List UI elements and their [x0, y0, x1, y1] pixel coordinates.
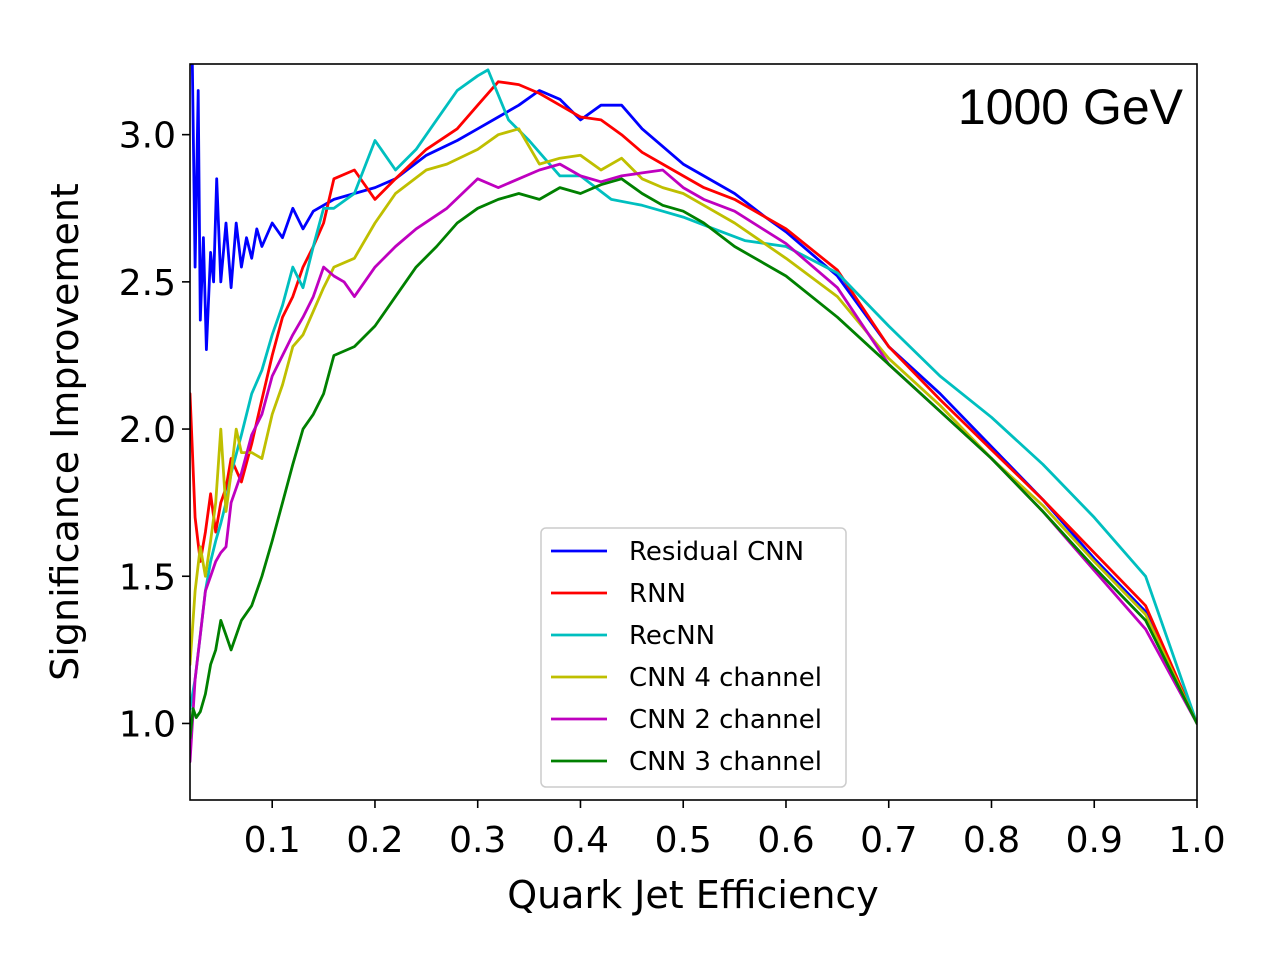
legend-label-cnn-2-channel: CNN 2 channel: [629, 705, 822, 735]
y-tick-label: 3.0: [119, 116, 176, 157]
legend-label-cnn-4-channel: CNN 4 channel: [629, 663, 822, 693]
x-tick-label: 1.0: [1168, 820, 1225, 861]
x-tick-label: 0.2: [346, 820, 403, 861]
legend-box: [540, 527, 847, 788]
x-tick-label: 0.1: [244, 820, 301, 861]
x-tick-label: 0.9: [1066, 820, 1123, 861]
legend-label-residual-cnn: Residual CNN: [629, 537, 804, 567]
series-line-cnn-2-channel: [190, 162, 1197, 764]
x-tick-label: 0.7: [860, 820, 917, 861]
axes-frame: [189, 63, 1198, 801]
x-axis: 0.1 0.2 0.3 0.4 0.5 0.6 0.7 0.8 0.9 1.0: [244, 800, 1226, 861]
x-tick-label: 0.5: [655, 820, 712, 861]
energy-annotation: 1000 GeV: [958, 79, 1184, 135]
x-axis-label: Quark Jet Efficiency: [507, 873, 879, 917]
legend-label-cnn-3-channel: CNN 3 channel: [629, 747, 822, 777]
x-tick-label: 0.8: [963, 820, 1020, 861]
y-tick-label: 2.5: [119, 263, 176, 304]
series-line-cnn-3-channel: [190, 177, 1197, 740]
x-tick-label: 0.3: [449, 820, 506, 861]
series-group: [190, 64, 1197, 764]
x-tick-label: 0.4: [552, 820, 609, 861]
legend: Residual CNN RNN RecNN CNN 4 channel CNN 2 c…: [540, 527, 847, 788]
y-tick-label: 1.0: [119, 704, 176, 745]
series-line-cnn-4-channel: [190, 127, 1197, 725]
y-tick-label: 1.5: [119, 557, 176, 598]
legend-label-recnn: RecNN: [629, 621, 715, 651]
y-axis: 1.0 1.5 2.0 2.5 3.0: [119, 116, 190, 745]
y-axis-label: Significance Improvement: [43, 183, 87, 681]
y-tick-label: 2.0: [119, 410, 176, 451]
legend-label-rnn: RNN: [629, 579, 686, 609]
x-tick-label: 0.6: [757, 820, 814, 861]
